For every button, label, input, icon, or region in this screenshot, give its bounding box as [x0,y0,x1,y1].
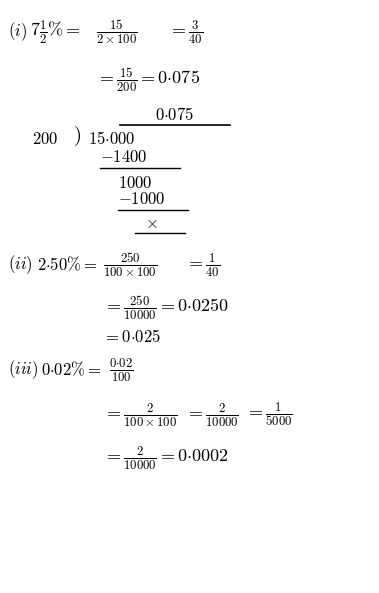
Text: $0{\cdot}02\%=$: $0{\cdot}02\%=$ [41,361,102,380]
Text: $)$: $)$ [73,125,81,148]
Text: $(i)$: $(i)$ [8,21,27,43]
Text: $=\frac{3}{40}$: $=\frac{3}{40}$ [168,18,203,46]
Text: $=0{\cdot}025$: $=0{\cdot}025$ [103,330,161,346]
Text: $200$: $200$ [32,132,58,148]
Text: $=\frac{2}{100\times100}$: $=\frac{2}{100\times100}$ [103,401,177,429]
Text: $=\frac{2}{10000}=0{\cdot}0002$: $=\frac{2}{10000}=0{\cdot}0002$ [103,444,229,472]
Text: $7\frac{1}{2}\%=$: $7\frac{1}{2}\%=$ [30,18,81,46]
Text: $0{\cdot}075$: $0{\cdot}075$ [155,107,194,123]
Text: $15{\cdot}000$: $15{\cdot}000$ [88,132,136,148]
Text: $=\frac{250}{10000}=0{\cdot}0250$: $=\frac{250}{10000}=0{\cdot}0250$ [103,294,229,322]
Text: $\times$: $\times$ [145,215,158,231]
Text: $-1400$: $-1400$ [100,149,147,167]
Text: $1000$: $1000$ [118,174,153,192]
Text: $-1000$: $-1000$ [118,192,166,209]
Text: $\frac{0{\cdot}02}{100}$: $\frac{0{\cdot}02}{100}$ [109,356,133,384]
Text: $\frac{15}{2\times100}$: $\frac{15}{2\times100}$ [96,18,138,46]
Text: $(iii)$: $(iii)$ [8,359,39,381]
Text: $2{\cdot}50\%=$: $2{\cdot}50\%=$ [37,256,97,274]
Text: $=\frac{1}{40}$: $=\frac{1}{40}$ [185,251,220,279]
Text: $=\frac{2}{10000}$: $=\frac{2}{10000}$ [185,401,239,429]
Text: $=\frac{1}{5000}$: $=\frac{1}{5000}$ [245,401,293,429]
Text: $(ii)$: $(ii)$ [8,254,33,276]
Text: $=\frac{15}{200}=0{\cdot}075$: $=\frac{15}{200}=0{\cdot}075$ [96,66,200,94]
Text: $\frac{250}{100\times100}$: $\frac{250}{100\times100}$ [103,251,157,279]
